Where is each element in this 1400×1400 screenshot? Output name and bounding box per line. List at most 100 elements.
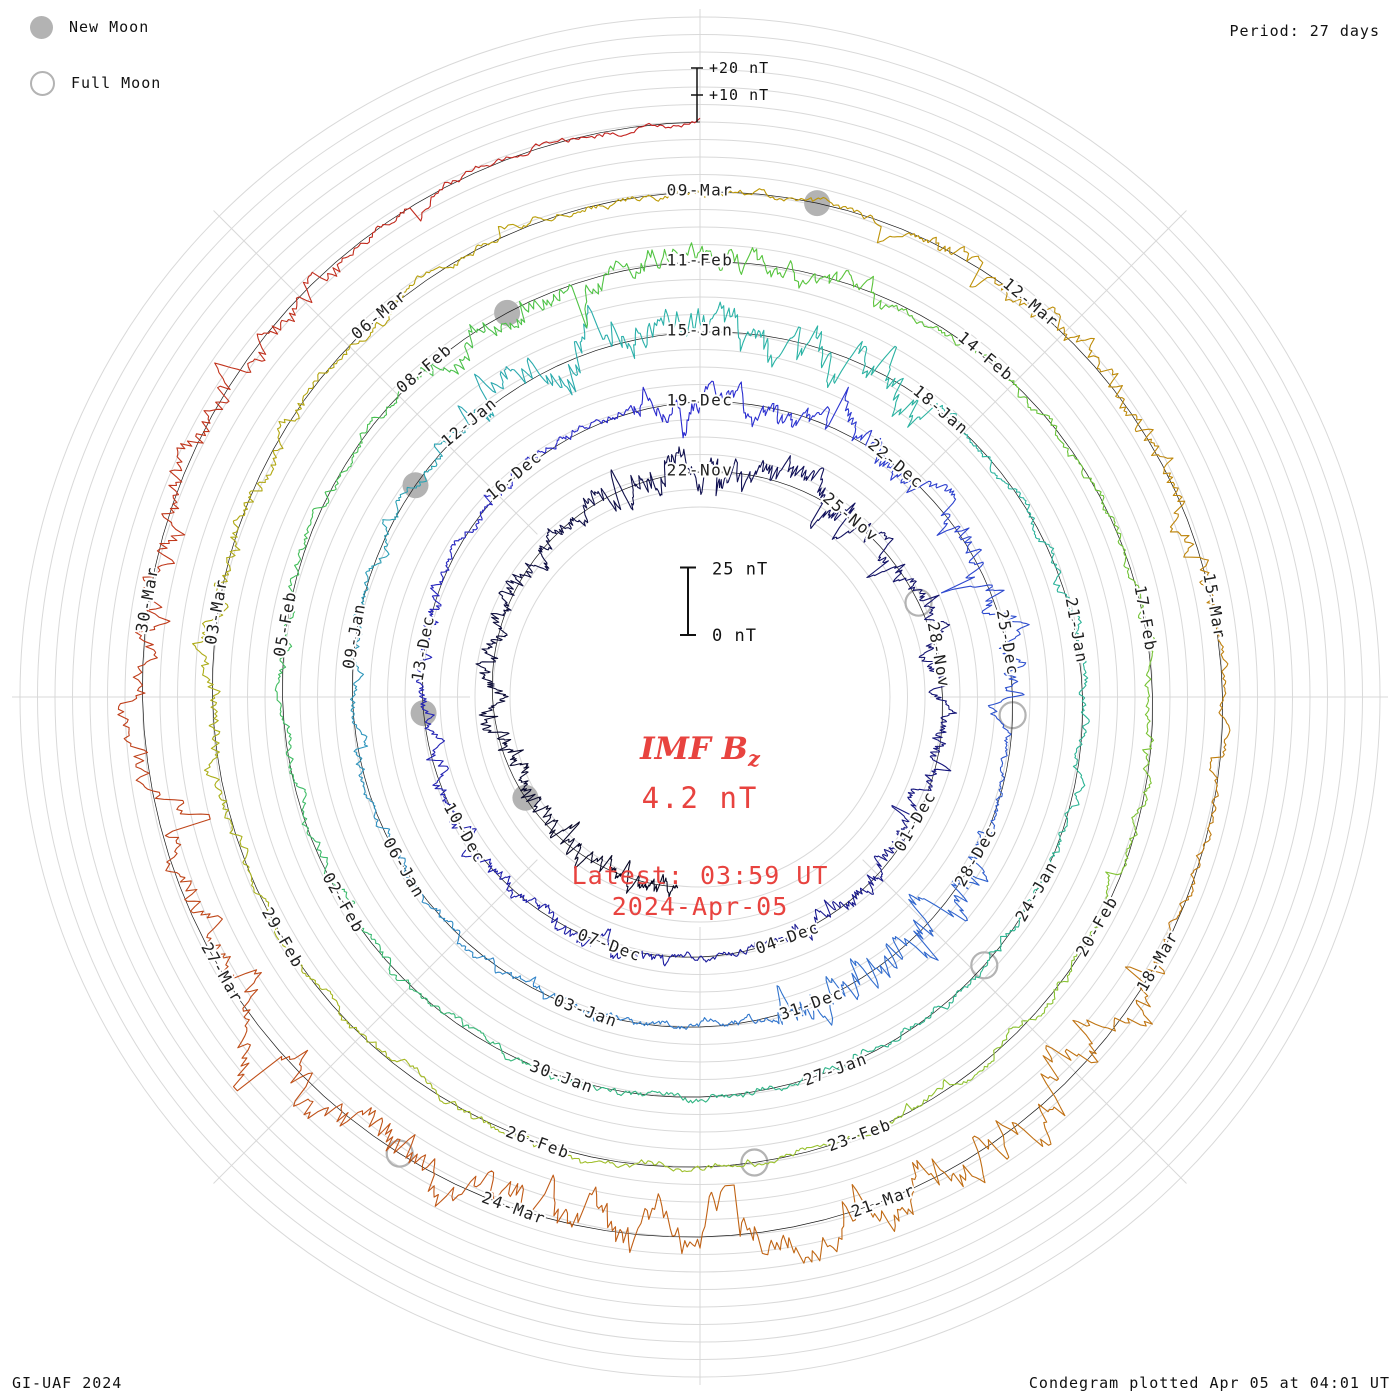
trace-segment — [1131, 764, 1152, 828]
trace-segment — [653, 189, 724, 202]
trace-segment — [956, 417, 991, 460]
trace-segment — [1052, 942, 1085, 1001]
end-scale-label: +10 nT — [709, 86, 769, 104]
trace-segment — [351, 717, 369, 766]
trace-segment — [494, 1042, 544, 1074]
trace-segment — [599, 928, 634, 960]
trace-segment — [542, 1070, 598, 1091]
trace-segment — [661, 1017, 708, 1030]
trace-segment — [203, 725, 223, 794]
full-moon-marker — [970, 951, 999, 980]
trace-segment — [1214, 630, 1229, 704]
trace-segment — [509, 762, 530, 788]
trace-segment — [535, 901, 563, 931]
trace-segment — [515, 210, 586, 229]
trace-segment — [192, 588, 229, 658]
trace-segment — [588, 469, 622, 512]
date-label: 09-Jan — [339, 601, 369, 670]
trace-segment — [809, 899, 837, 933]
trace-segment — [999, 743, 1008, 788]
grid-spoke — [862, 859, 1187, 1184]
trace-segment — [348, 300, 398, 351]
trace-segment — [862, 345, 904, 417]
trace-segment — [493, 299, 548, 336]
trace-segment — [596, 1086, 655, 1097]
trace-segment — [520, 787, 543, 813]
trace-segment — [1082, 884, 1110, 944]
date-label: 13-Dec — [408, 614, 438, 683]
imf-title-sub: z — [747, 746, 760, 772]
trace-segment — [866, 538, 906, 579]
trace-segment — [950, 334, 1003, 370]
trace-segment — [1177, 847, 1205, 917]
scale-bar: 25 nT 0 nT — [680, 560, 767, 646]
trace-segment — [1199, 558, 1220, 631]
trace-segment — [1044, 414, 1082, 466]
date-label: 21-Jan — [1062, 596, 1092, 665]
trace-segment — [381, 485, 417, 524]
trace-segment — [478, 708, 510, 738]
trace-segment — [990, 276, 1056, 318]
trace-segment — [546, 283, 603, 328]
trace-segment — [117, 652, 158, 731]
trace-segment — [907, 768, 945, 794]
trace-segment — [135, 574, 171, 653]
trace-segment — [200, 656, 221, 727]
trace-segment — [940, 536, 984, 594]
trace-segment — [153, 497, 186, 575]
new-moon-icon — [30, 15, 53, 39]
trace-segment — [1105, 827, 1138, 885]
trace-segment — [1001, 369, 1045, 416]
plotted-label: Condegram plotted Apr 05 at 04:01 UT — [1028, 1374, 1390, 1392]
trace-segment — [489, 957, 534, 983]
trace-segment — [592, 405, 632, 425]
trace-segment — [397, 362, 452, 399]
trace-segment — [518, 357, 577, 396]
date-label: 30-Mar — [132, 565, 162, 634]
date-label: 22-Dec — [864, 435, 927, 492]
trace-segment — [301, 349, 349, 402]
trace-segment — [556, 421, 593, 443]
trace-segment — [349, 1026, 409, 1063]
grid — [12, 9, 1388, 1385]
trace-segment — [610, 469, 649, 511]
trace-segment — [545, 524, 572, 550]
trace-segment — [453, 928, 491, 960]
date-label: 28-Nov — [924, 620, 954, 689]
trace-segment — [616, 1015, 663, 1027]
trace-segment — [954, 1040, 1004, 1086]
trace-segment — [722, 188, 795, 202]
trace-segment — [774, 923, 813, 943]
trace-segment — [625, 866, 653, 894]
trace-segment — [941, 584, 1006, 616]
trace-segment — [303, 491, 330, 549]
date-label: 01-Dec — [890, 788, 940, 855]
trace-segment — [908, 893, 955, 961]
trace-segment — [179, 877, 223, 947]
trace-segment — [447, 529, 476, 560]
trace-segment — [292, 778, 310, 835]
trace-segment — [1070, 753, 1086, 809]
trace-segment — [574, 846, 604, 869]
trace-segment — [632, 950, 671, 967]
trace-segment — [1002, 999, 1054, 1042]
trace-segment — [1124, 916, 1179, 979]
trace-segment — [1077, 977, 1153, 1032]
trace-segment — [279, 604, 296, 664]
trace-segment — [568, 124, 647, 143]
trace-segment — [505, 570, 533, 596]
trace-segment — [349, 669, 365, 718]
trace-segment — [218, 792, 249, 857]
grid-spoke — [213, 210, 538, 535]
full-moon-label: Full Moon — [71, 74, 162, 92]
trace-segment — [269, 919, 307, 977]
trace-segment — [568, 497, 590, 529]
trace-segment — [717, 301, 769, 352]
trace-segment — [497, 736, 524, 764]
trace-segment — [797, 976, 837, 1026]
trace-segment — [610, 315, 665, 360]
trace-segment — [989, 459, 1025, 500]
grid-circle — [492, 489, 908, 905]
trace-segment — [584, 194, 654, 212]
